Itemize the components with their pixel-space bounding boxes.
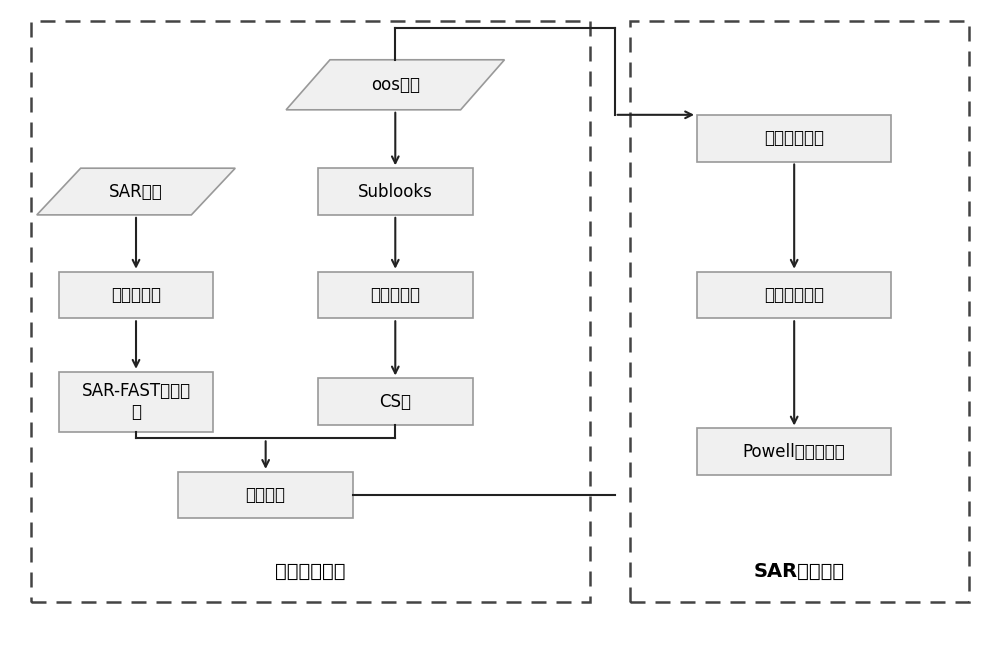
Polygon shape: [37, 168, 235, 215]
FancyBboxPatch shape: [178, 472, 353, 519]
FancyBboxPatch shape: [697, 115, 891, 161]
FancyBboxPatch shape: [697, 271, 891, 318]
FancyBboxPatch shape: [59, 271, 213, 318]
FancyBboxPatch shape: [318, 379, 473, 425]
Text: SAR-FAST角点提
取: SAR-FAST角点提 取: [81, 383, 191, 421]
Text: CS点: CS点: [379, 393, 411, 411]
FancyBboxPatch shape: [318, 271, 473, 318]
Text: 图像预处理: 图像预处理: [111, 286, 161, 304]
Text: 稳定角点提取: 稳定角点提取: [275, 562, 346, 582]
Text: oos文件: oos文件: [371, 76, 420, 94]
FancyBboxPatch shape: [697, 428, 891, 475]
Text: 稳定角点描述: 稳定角点描述: [764, 129, 824, 147]
Polygon shape: [286, 60, 504, 110]
Text: 相关一致性: 相关一致性: [370, 286, 420, 304]
Text: SAR图像: SAR图像: [109, 182, 163, 200]
FancyBboxPatch shape: [59, 372, 213, 431]
Text: 稳定角点匹配: 稳定角点匹配: [764, 286, 824, 304]
Text: Powell算法精匹配: Powell算法精匹配: [743, 443, 846, 461]
FancyBboxPatch shape: [318, 168, 473, 215]
Text: SAR图像配准: SAR图像配准: [754, 562, 845, 582]
Text: Sublooks: Sublooks: [358, 182, 433, 200]
Text: 稳定角点: 稳定角点: [246, 486, 286, 504]
